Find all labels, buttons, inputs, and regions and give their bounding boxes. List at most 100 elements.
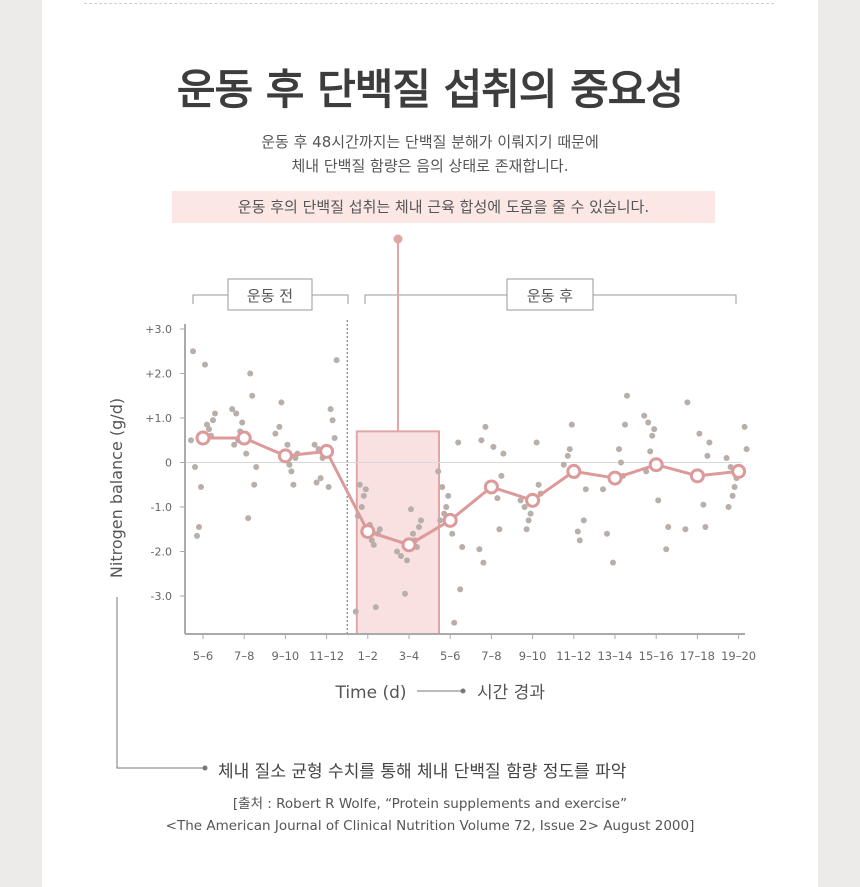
mean-point <box>319 443 335 459</box>
scatter-point <box>313 479 320 486</box>
x-tick-label: 13–14 <box>597 649 632 663</box>
scatter-point <box>455 439 462 446</box>
y-tick-label: -2.0 <box>151 546 172 559</box>
subtitle-line-2: 체내 단백질 함량은 음의 상태로 존재합니다. <box>291 157 569 175</box>
scatter-point <box>233 410 240 417</box>
scatter-point <box>700 501 707 508</box>
footer-connector-line <box>116 597 203 769</box>
y-tick-label: -3.0 <box>151 590 172 603</box>
scatter-point <box>582 486 589 493</box>
x-tick-label: 19–20 <box>721 649 756 663</box>
scatter-point <box>333 357 340 364</box>
footer-note: 체내 질소 균형 수치를 통해 체내 단백질 함량 정도를 파악 <box>218 762 627 782</box>
y-tick-label: +2.0 <box>145 368 172 381</box>
subtitle: 운동 후 48시간까지는 단백질 분해가 이뤄지기 때문에 체내 단백질 함량은… <box>0 130 860 178</box>
scatter-point <box>494 495 501 502</box>
scatter-point <box>311 441 318 448</box>
scatter-point <box>272 430 279 437</box>
scatter-point <box>194 532 200 539</box>
mean-point <box>277 448 293 464</box>
y-tick-label: +3.0 <box>145 323 172 336</box>
scatter-point <box>696 430 703 437</box>
y-tick-label: 0 <box>165 457 172 470</box>
x-tick-label: 1–2 <box>358 649 378 663</box>
scatter-point <box>210 417 216 424</box>
scatter-point <box>641 412 648 419</box>
scatter-point <box>352 608 359 615</box>
scatter-point <box>564 452 571 459</box>
mean-point <box>689 468 705 484</box>
x-tick-label: 5–6 <box>440 649 460 663</box>
scatter-point <box>206 426 212 433</box>
scatter-point <box>616 446 622 453</box>
mean-point <box>483 479 499 495</box>
scatter-point <box>725 504 732 510</box>
scatter-point <box>533 439 540 446</box>
scatter-point <box>743 446 750 453</box>
scatter-point <box>202 361 208 368</box>
x-tick-label: 11–12 <box>556 649 591 663</box>
scatter-point <box>276 423 283 430</box>
period-before-bracket: 운동 전 <box>192 278 349 311</box>
scatter-point <box>684 399 691 406</box>
scatter-point <box>480 559 487 566</box>
mean-point <box>731 463 747 479</box>
scatter-point <box>247 370 254 377</box>
scatter-point <box>362 486 369 493</box>
scatter-point <box>410 530 416 537</box>
period-after-bracket: 운동 후 <box>364 278 737 311</box>
scatter-point <box>459 544 466 551</box>
x-tick-label: 5–6 <box>193 649 213 663</box>
source-line-2: <The American Journal of Clinical Nutrit… <box>165 818 695 834</box>
top-divider <box>84 3 774 4</box>
source-citation: [출처 : Robert R Wolfe, “Protein supplemen… <box>0 793 860 837</box>
mean-point <box>195 430 211 446</box>
scatter-point <box>649 432 656 439</box>
scatter-point <box>580 517 587 524</box>
x-tick-label: 7–8 <box>234 649 254 663</box>
scatter-point <box>229 406 236 413</box>
x-tick-label: 7–8 <box>481 649 501 663</box>
x-tick-label: 11–12 <box>309 649 344 663</box>
y-tick-label: +1.0 <box>145 412 172 425</box>
scatter-point <box>331 435 338 442</box>
highlight-banner: 운동 후의 단백질 섭취는 체내 근육 합성에 도움을 줄 수 있습니다. <box>172 191 715 223</box>
mean-point <box>442 512 458 528</box>
scatter-point <box>624 392 630 399</box>
scatter-point <box>645 419 652 426</box>
scatter-point <box>500 450 507 457</box>
scatter-point <box>482 423 489 430</box>
x-axis-arrow-dot <box>460 688 466 694</box>
scatter-point <box>253 463 260 470</box>
scatter-point <box>435 468 442 475</box>
scatter-point <box>239 419 246 426</box>
scatter-point <box>723 455 730 462</box>
scatter-point <box>231 441 238 448</box>
scatter-point <box>731 483 738 490</box>
scatter-point <box>663 546 670 553</box>
scatter-point <box>402 590 408 597</box>
scatter-point <box>655 497 662 504</box>
scatter-point <box>404 557 410 564</box>
x-axis-arrow-label: 시간 경과 <box>477 683 545 703</box>
scatter-point <box>517 497 524 504</box>
scatter-point <box>394 548 400 555</box>
scatter-point <box>521 504 528 510</box>
scatter-point <box>741 423 748 430</box>
mean-point <box>525 492 541 508</box>
scatter-point <box>523 526 530 533</box>
mean-point <box>648 457 664 473</box>
scatter-point <box>618 459 624 466</box>
period-before-label: 운동 전 <box>247 287 293 305</box>
y-tick-label: -1.0 <box>151 501 172 514</box>
scatter-point <box>198 483 204 490</box>
scatter-point <box>535 481 542 488</box>
scatter-point <box>325 483 332 490</box>
mean-point <box>566 463 582 479</box>
scatter-point <box>196 524 202 531</box>
y-tick-labels: +3.0 +2.0 +1.0 0 -1.0 -2.0 -3.0 <box>145 323 185 603</box>
scatter-point <box>498 472 505 479</box>
scatter-point <box>445 492 452 499</box>
scatter-point <box>647 448 654 455</box>
